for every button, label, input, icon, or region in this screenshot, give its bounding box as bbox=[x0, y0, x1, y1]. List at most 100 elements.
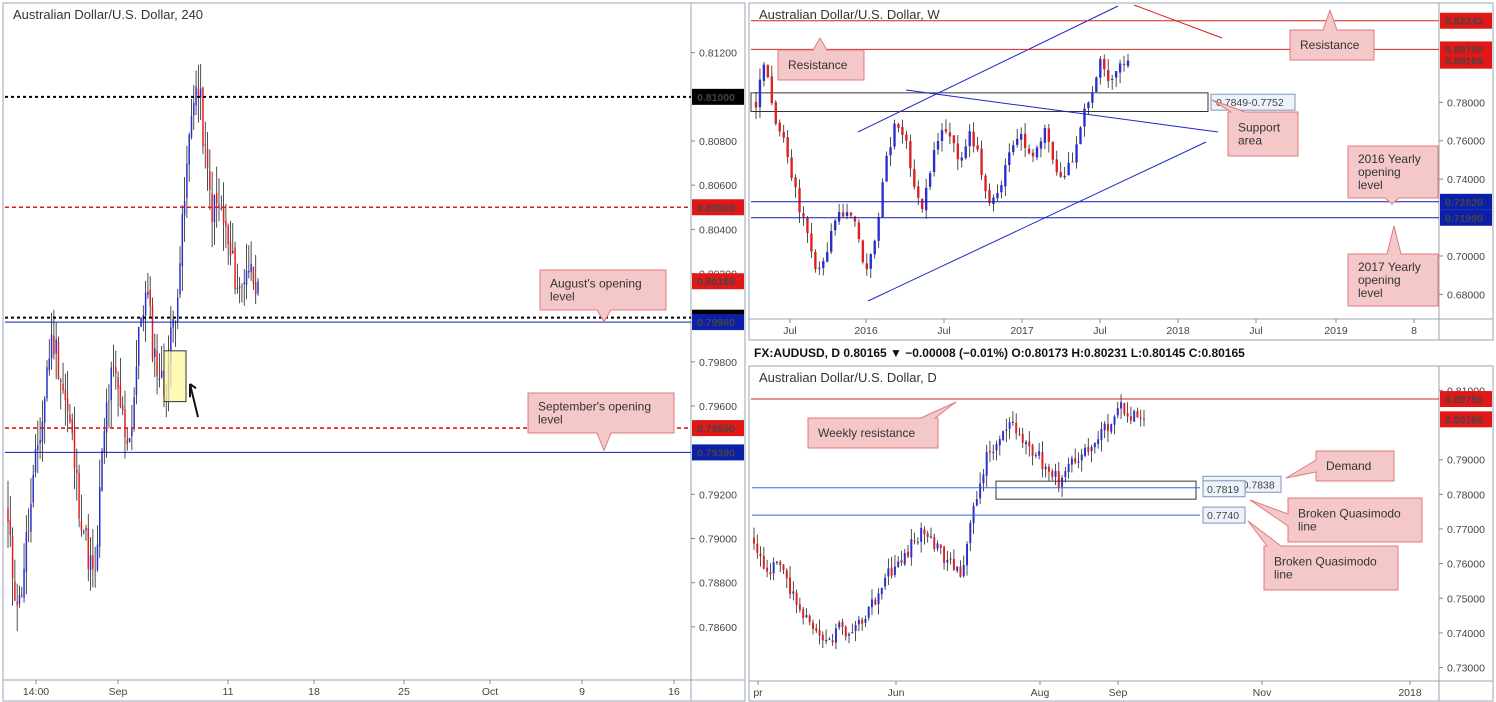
candle-body bbox=[1023, 133, 1027, 149]
candle-body bbox=[66, 398, 69, 412]
candle-body bbox=[1126, 60, 1130, 66]
candle-body bbox=[76, 469, 78, 474]
y-tick-label: 0.78600 bbox=[699, 622, 737, 634]
candle-body bbox=[89, 555, 92, 571]
candle-body bbox=[193, 102, 195, 116]
panel-weekly[interactable]: Australian Dollar/U.S. Dollar, W 0.78000 0… bbox=[748, 2, 1494, 341]
candle-body bbox=[1097, 439, 1100, 444]
candle-body bbox=[1074, 458, 1077, 463]
candle-body bbox=[112, 365, 115, 367]
y-tick-label: 0.78000 bbox=[1447, 489, 1485, 501]
annotation-text: level bbox=[538, 413, 563, 427]
candle-body bbox=[818, 267, 821, 269]
candle-body bbox=[206, 148, 209, 168]
panel-daily[interactable]: Australian Dollar/U.S. Dollar, D0.810000… bbox=[748, 365, 1494, 702]
candle-body bbox=[236, 288, 239, 290]
annotation-bubble-shape bbox=[1289, 9, 1375, 61]
candle-body bbox=[1070, 458, 1073, 465]
trend-line bbox=[905, 89, 1219, 133]
candle-body bbox=[144, 292, 147, 316]
candle-body bbox=[828, 639, 831, 641]
candle-body bbox=[992, 197, 995, 205]
candle-body bbox=[1031, 152, 1035, 157]
candle-body bbox=[1120, 402, 1123, 409]
candle-body bbox=[92, 555, 94, 569]
candle-body bbox=[1080, 454, 1083, 461]
candle-body bbox=[1106, 424, 1109, 432]
candle-body bbox=[905, 134, 908, 141]
chart-title: Australian Dollar/U.S. Dollar, 240 bbox=[13, 7, 203, 22]
candle-body bbox=[907, 551, 910, 557]
y-tick-label: 0.76000 bbox=[1447, 136, 1485, 148]
candle-body bbox=[995, 444, 998, 451]
candle-body bbox=[1090, 447, 1093, 451]
candle-body bbox=[865, 263, 868, 270]
candle-body bbox=[27, 530, 30, 532]
y-tick-label: 0.78800 bbox=[699, 578, 737, 590]
candle-body bbox=[901, 126, 904, 135]
candle-body bbox=[939, 544, 942, 548]
candle-body bbox=[128, 438, 131, 443]
candles-group bbox=[754, 53, 1130, 279]
candle-body bbox=[16, 601, 18, 606]
candle-body bbox=[812, 622, 814, 629]
candle-body bbox=[55, 339, 57, 354]
box-label-bg bbox=[1202, 506, 1246, 524]
candle-body bbox=[897, 124, 900, 128]
y-tick-label: 0.78000 bbox=[1447, 97, 1485, 109]
candle-body bbox=[98, 487, 101, 547]
candle-body bbox=[234, 247, 236, 290]
candle-body bbox=[762, 64, 766, 81]
x-tick-label: Oct bbox=[482, 686, 498, 698]
x-tick-label: Aug bbox=[1031, 687, 1050, 699]
x-tick-label: 2018 bbox=[1398, 687, 1422, 699]
annotation-text: level bbox=[1358, 286, 1383, 300]
annotation-text: Resistance bbox=[1300, 38, 1360, 52]
candle-body bbox=[176, 297, 179, 322]
price-label-bg bbox=[692, 88, 744, 105]
annotation-text: Weekly resistance bbox=[818, 426, 915, 440]
candle-body bbox=[257, 281, 259, 294]
candle-body bbox=[73, 430, 76, 469]
candle-body bbox=[782, 131, 785, 138]
candle-body bbox=[250, 263, 252, 272]
candle-body bbox=[959, 566, 962, 577]
candle-body bbox=[933, 537, 936, 550]
candle-body bbox=[209, 170, 211, 191]
candle-body bbox=[845, 212, 849, 217]
candle-body bbox=[121, 405, 124, 411]
candle-body bbox=[181, 213, 184, 267]
candle-body bbox=[758, 79, 762, 108]
annotation-bubble-shape bbox=[807, 401, 957, 449]
candle-body bbox=[41, 421, 44, 443]
panel-h4[interactable]: Australian Dollar/U.S. Dollar, 240 0.8120… bbox=[2, 2, 746, 702]
candle-body bbox=[943, 546, 946, 564]
candle-body bbox=[923, 529, 926, 535]
candle-body bbox=[884, 577, 887, 587]
candle-body bbox=[1110, 78, 1114, 80]
candle-body bbox=[1057, 471, 1060, 488]
candle-body bbox=[998, 439, 1001, 446]
candle-body bbox=[972, 131, 975, 147]
price-label-text: 0.72820 bbox=[1445, 197, 1483, 209]
candle-body bbox=[798, 188, 801, 213]
candle-body bbox=[1035, 147, 1039, 158]
candle-body bbox=[924, 187, 928, 211]
candle-body bbox=[252, 266, 255, 284]
price-label-text: 0.71990 bbox=[1445, 213, 1483, 225]
candle-body bbox=[864, 618, 867, 623]
candle-body bbox=[94, 569, 96, 571]
candle-body bbox=[794, 177, 797, 188]
candle-body bbox=[996, 193, 999, 199]
x-tick-label: Sep bbox=[109, 686, 128, 698]
annotation-resistance-right: Resistance bbox=[1289, 9, 1375, 61]
candle-body bbox=[921, 198, 924, 209]
candle-body bbox=[225, 220, 227, 227]
candle-body bbox=[14, 581, 16, 601]
candle-body bbox=[861, 619, 864, 624]
candle-body bbox=[770, 76, 774, 104]
candle-body bbox=[158, 378, 161, 380]
